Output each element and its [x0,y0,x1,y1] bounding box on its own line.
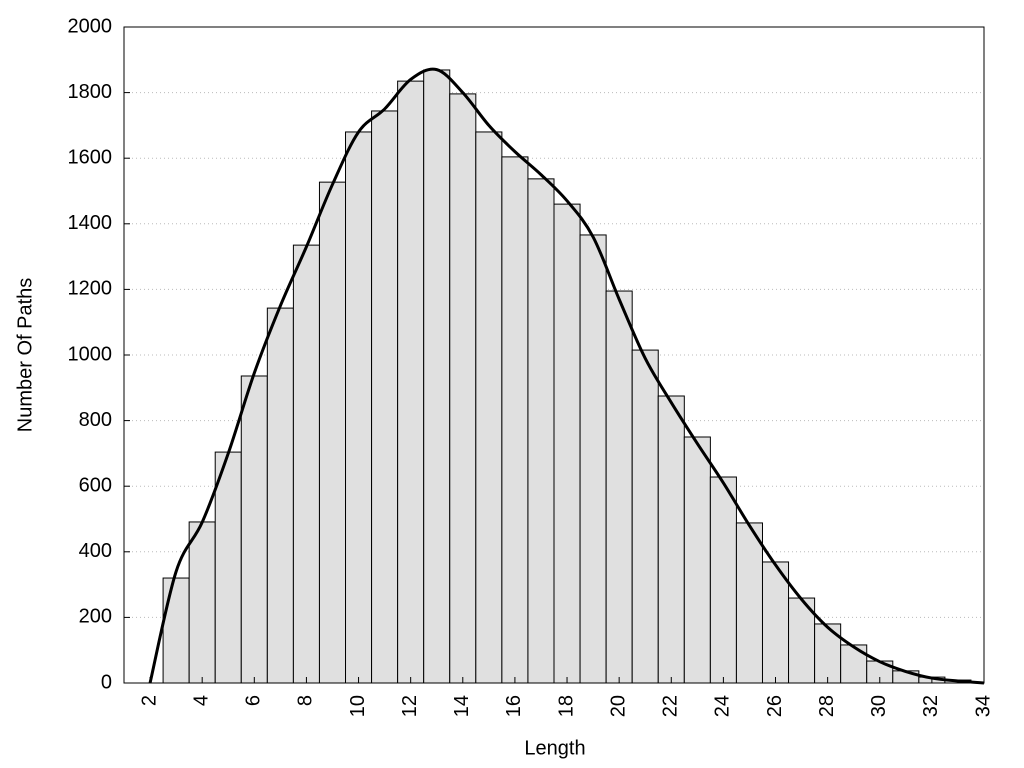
bar [814,623,842,684]
x-tick-label: 8 [295,695,317,706]
y-tick-label: 1800 [68,81,113,103]
density-curve [148,67,985,685]
x-tick-label: 6 [243,695,265,706]
bar [188,521,216,684]
bar [475,131,503,684]
x-tick-label: 12 [399,695,421,717]
y-tick-label: 400 [79,540,112,562]
x-tick-label: 16 [503,695,525,717]
bar [553,203,581,684]
bar [631,349,659,684]
x-tick-label: 10 [347,695,369,717]
bar [345,131,373,684]
bar [605,290,633,684]
y-tick-label: 0 [101,671,112,693]
x-tick-label: 4 [190,695,212,706]
bar [840,644,868,684]
plot-frame [123,26,985,684]
x-tick-label: 26 [764,695,786,717]
bar [579,234,607,684]
y-tick-label: 2000 [68,15,113,37]
x-axis-label: Length [524,737,585,759]
x-tick-label: 24 [712,695,734,717]
bar [735,522,763,684]
bar [266,307,294,684]
bar [162,577,190,684]
y-tick-label: 1000 [68,343,113,365]
bar [449,93,477,684]
bar [423,69,451,684]
bar [318,181,347,684]
bar [709,476,737,684]
y-axis-label: Number Of Paths [14,278,36,433]
y-tick-label: 800 [79,409,112,431]
y-tick-label: 600 [79,474,112,496]
bar [761,561,790,684]
x-tick-label: 34 [972,695,994,717]
y-tick-label: 1400 [68,212,113,234]
bar [657,395,685,684]
y-tick-label: 200 [79,606,112,628]
bar [292,244,320,684]
x-tick-label: 28 [816,695,838,717]
bar [501,156,529,684]
bar [371,110,399,684]
bar [397,80,425,684]
x-tick-label: 2 [138,695,160,706]
x-tick-label: 18 [555,695,577,717]
y-tick-label: 1200 [68,278,113,300]
bar [240,375,268,684]
bar [527,178,555,684]
x-tick-label: 14 [451,695,473,717]
x-tick-label: 20 [607,695,629,717]
bar [214,451,242,684]
x-tick-label: 30 [868,695,890,717]
x-tick-label: 22 [660,695,682,717]
x-tick-label: 32 [920,695,942,717]
bar [683,436,711,684]
y-tick-label: 1600 [68,146,113,168]
